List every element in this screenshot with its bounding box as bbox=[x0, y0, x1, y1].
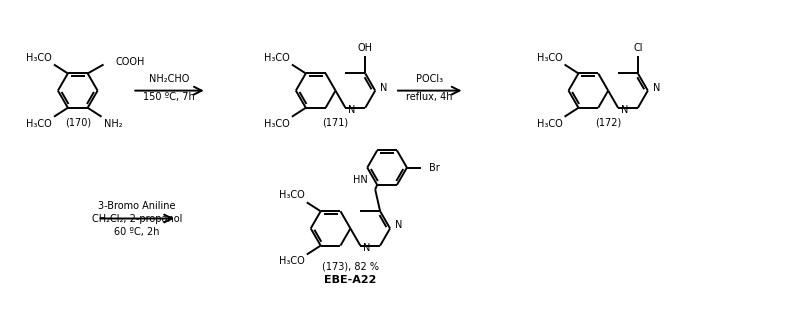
Text: N: N bbox=[395, 220, 402, 230]
Text: (170): (170) bbox=[65, 117, 91, 127]
Text: reflux, 4h: reflux, 4h bbox=[407, 92, 453, 101]
Text: 3-Bromo Aniline: 3-Bromo Aniline bbox=[98, 201, 176, 211]
Text: N: N bbox=[621, 105, 628, 115]
Text: 60 ºC, 2h: 60 ºC, 2h bbox=[114, 227, 160, 237]
Text: NH₂CHO: NH₂CHO bbox=[149, 74, 190, 84]
Text: EBE-A22: EBE-A22 bbox=[324, 275, 377, 285]
Text: COOH: COOH bbox=[116, 57, 145, 66]
Text: H₃CO: H₃CO bbox=[264, 119, 290, 129]
Text: H₃CO: H₃CO bbox=[537, 52, 562, 63]
Text: OH: OH bbox=[358, 43, 373, 53]
Text: H₃CO: H₃CO bbox=[279, 257, 305, 266]
Text: H₃CO: H₃CO bbox=[537, 119, 562, 129]
Text: N: N bbox=[348, 105, 356, 115]
Text: CH₂Cl₂, 2-propanol: CH₂Cl₂, 2-propanol bbox=[92, 214, 182, 224]
Text: H₃CO: H₃CO bbox=[279, 191, 305, 200]
Text: HN: HN bbox=[353, 176, 367, 185]
Text: Br: Br bbox=[429, 163, 439, 173]
Text: (171): (171) bbox=[323, 117, 349, 127]
Text: H₃CO: H₃CO bbox=[264, 52, 290, 63]
Text: NH₂: NH₂ bbox=[104, 119, 122, 129]
Text: POCl₃: POCl₃ bbox=[416, 74, 443, 84]
Text: H₃CO: H₃CO bbox=[26, 52, 52, 63]
Text: N: N bbox=[380, 83, 388, 93]
Text: (172): (172) bbox=[595, 117, 621, 127]
Text: (173), 82 %: (173), 82 % bbox=[322, 261, 379, 271]
Text: N: N bbox=[653, 83, 660, 93]
Text: Cl: Cl bbox=[633, 43, 642, 53]
Text: N: N bbox=[363, 243, 370, 253]
Text: 150 ºC, 7h: 150 ºC, 7h bbox=[143, 92, 195, 101]
Text: H₃CO: H₃CO bbox=[26, 119, 52, 129]
